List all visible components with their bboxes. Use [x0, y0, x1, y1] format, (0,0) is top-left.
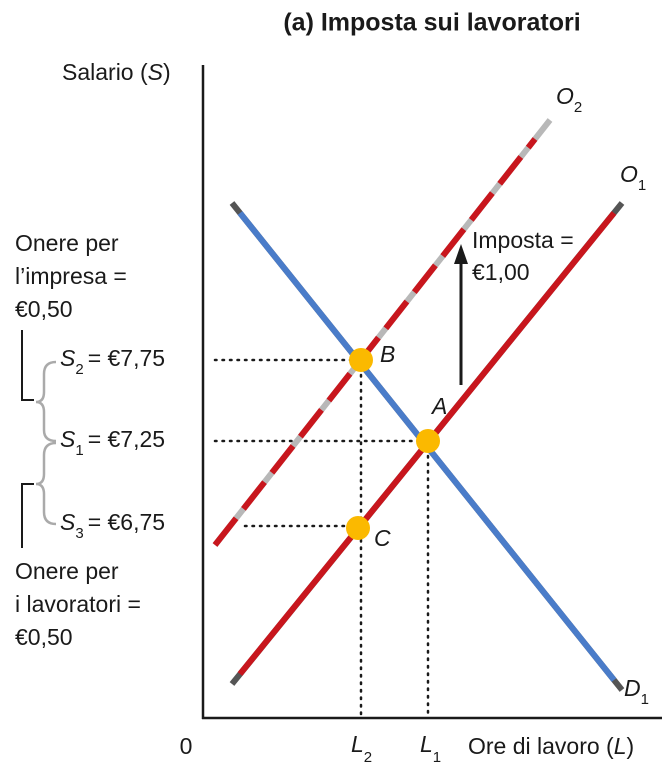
text-part: S [148, 59, 164, 85]
text-part: 1 [433, 749, 441, 766]
text-part: D [624, 675, 641, 701]
burden-text: Onere per [15, 230, 119, 256]
text-part: = €7,75 [88, 345, 165, 371]
origin: 0 [180, 733, 193, 759]
supply-o2-dashes [212, 137, 538, 547]
text-part: S [60, 426, 76, 452]
text-part: O [556, 83, 574, 109]
burden-text: Onere per [15, 558, 119, 584]
tax-arrowhead [454, 244, 468, 264]
brace-upper [35, 360, 57, 443]
text-part: Ore di lavoro ( [468, 733, 614, 759]
wage-label: S1 = €7,25 [60, 426, 165, 459]
text-part: 1 [638, 177, 646, 194]
point-label: C [374, 525, 391, 551]
wage-label: S3 = €6,75 [60, 509, 165, 542]
text-part: S [60, 509, 76, 535]
point-label: A [430, 393, 447, 419]
text-part: 2 [75, 361, 83, 378]
text-part: L [351, 731, 364, 757]
point-c [346, 516, 370, 540]
burden-text: i lavoratori = [15, 591, 141, 617]
y-axis-label: Salario (S) [62, 59, 171, 85]
bracket-lower [21, 483, 34, 548]
text-part: ) [163, 59, 171, 85]
text-part: = €6,75 [88, 509, 165, 535]
text-part: = €7,25 [88, 426, 165, 452]
guides [213, 358, 430, 718]
point-a [416, 429, 440, 453]
text-part: 3 [75, 525, 83, 542]
title: (a) Imposta sui lavoratori [283, 9, 580, 37]
brace-lower [35, 441, 57, 526]
burden-text: €0,50 [15, 296, 73, 322]
quantity-label: L2 [351, 731, 372, 766]
text-part: O [620, 161, 638, 187]
text-part: 1 [75, 442, 83, 459]
quantity-label: L1 [420, 731, 441, 766]
text-part: L [420, 731, 433, 757]
burden-text: l’impresa = [15, 263, 127, 289]
bracket-upper [21, 330, 34, 401]
wage-label: S2 = €7,75 [60, 345, 165, 378]
curve-label: O1 [620, 161, 646, 194]
text-part: 1 [641, 691, 649, 708]
text-part: Salario ( [62, 59, 148, 85]
supply-o2-curve [212, 118, 553, 547]
text-part: 2 [574, 99, 582, 116]
text-part: S [60, 345, 76, 371]
burden-text: €0,50 [15, 624, 73, 650]
text-part: ) [627, 733, 635, 759]
text-part: L [614, 733, 627, 759]
tax-label: €1,00 [472, 259, 530, 285]
tax-label: Imposta = [472, 227, 574, 253]
curve-label: D1 [624, 675, 649, 708]
curve-label: O2 [556, 83, 582, 116]
point-label: B [380, 341, 395, 367]
point-b [349, 348, 373, 372]
text-part: 2 [364, 749, 372, 766]
x-axis-label: Ore di lavoro (L) [468, 733, 634, 759]
